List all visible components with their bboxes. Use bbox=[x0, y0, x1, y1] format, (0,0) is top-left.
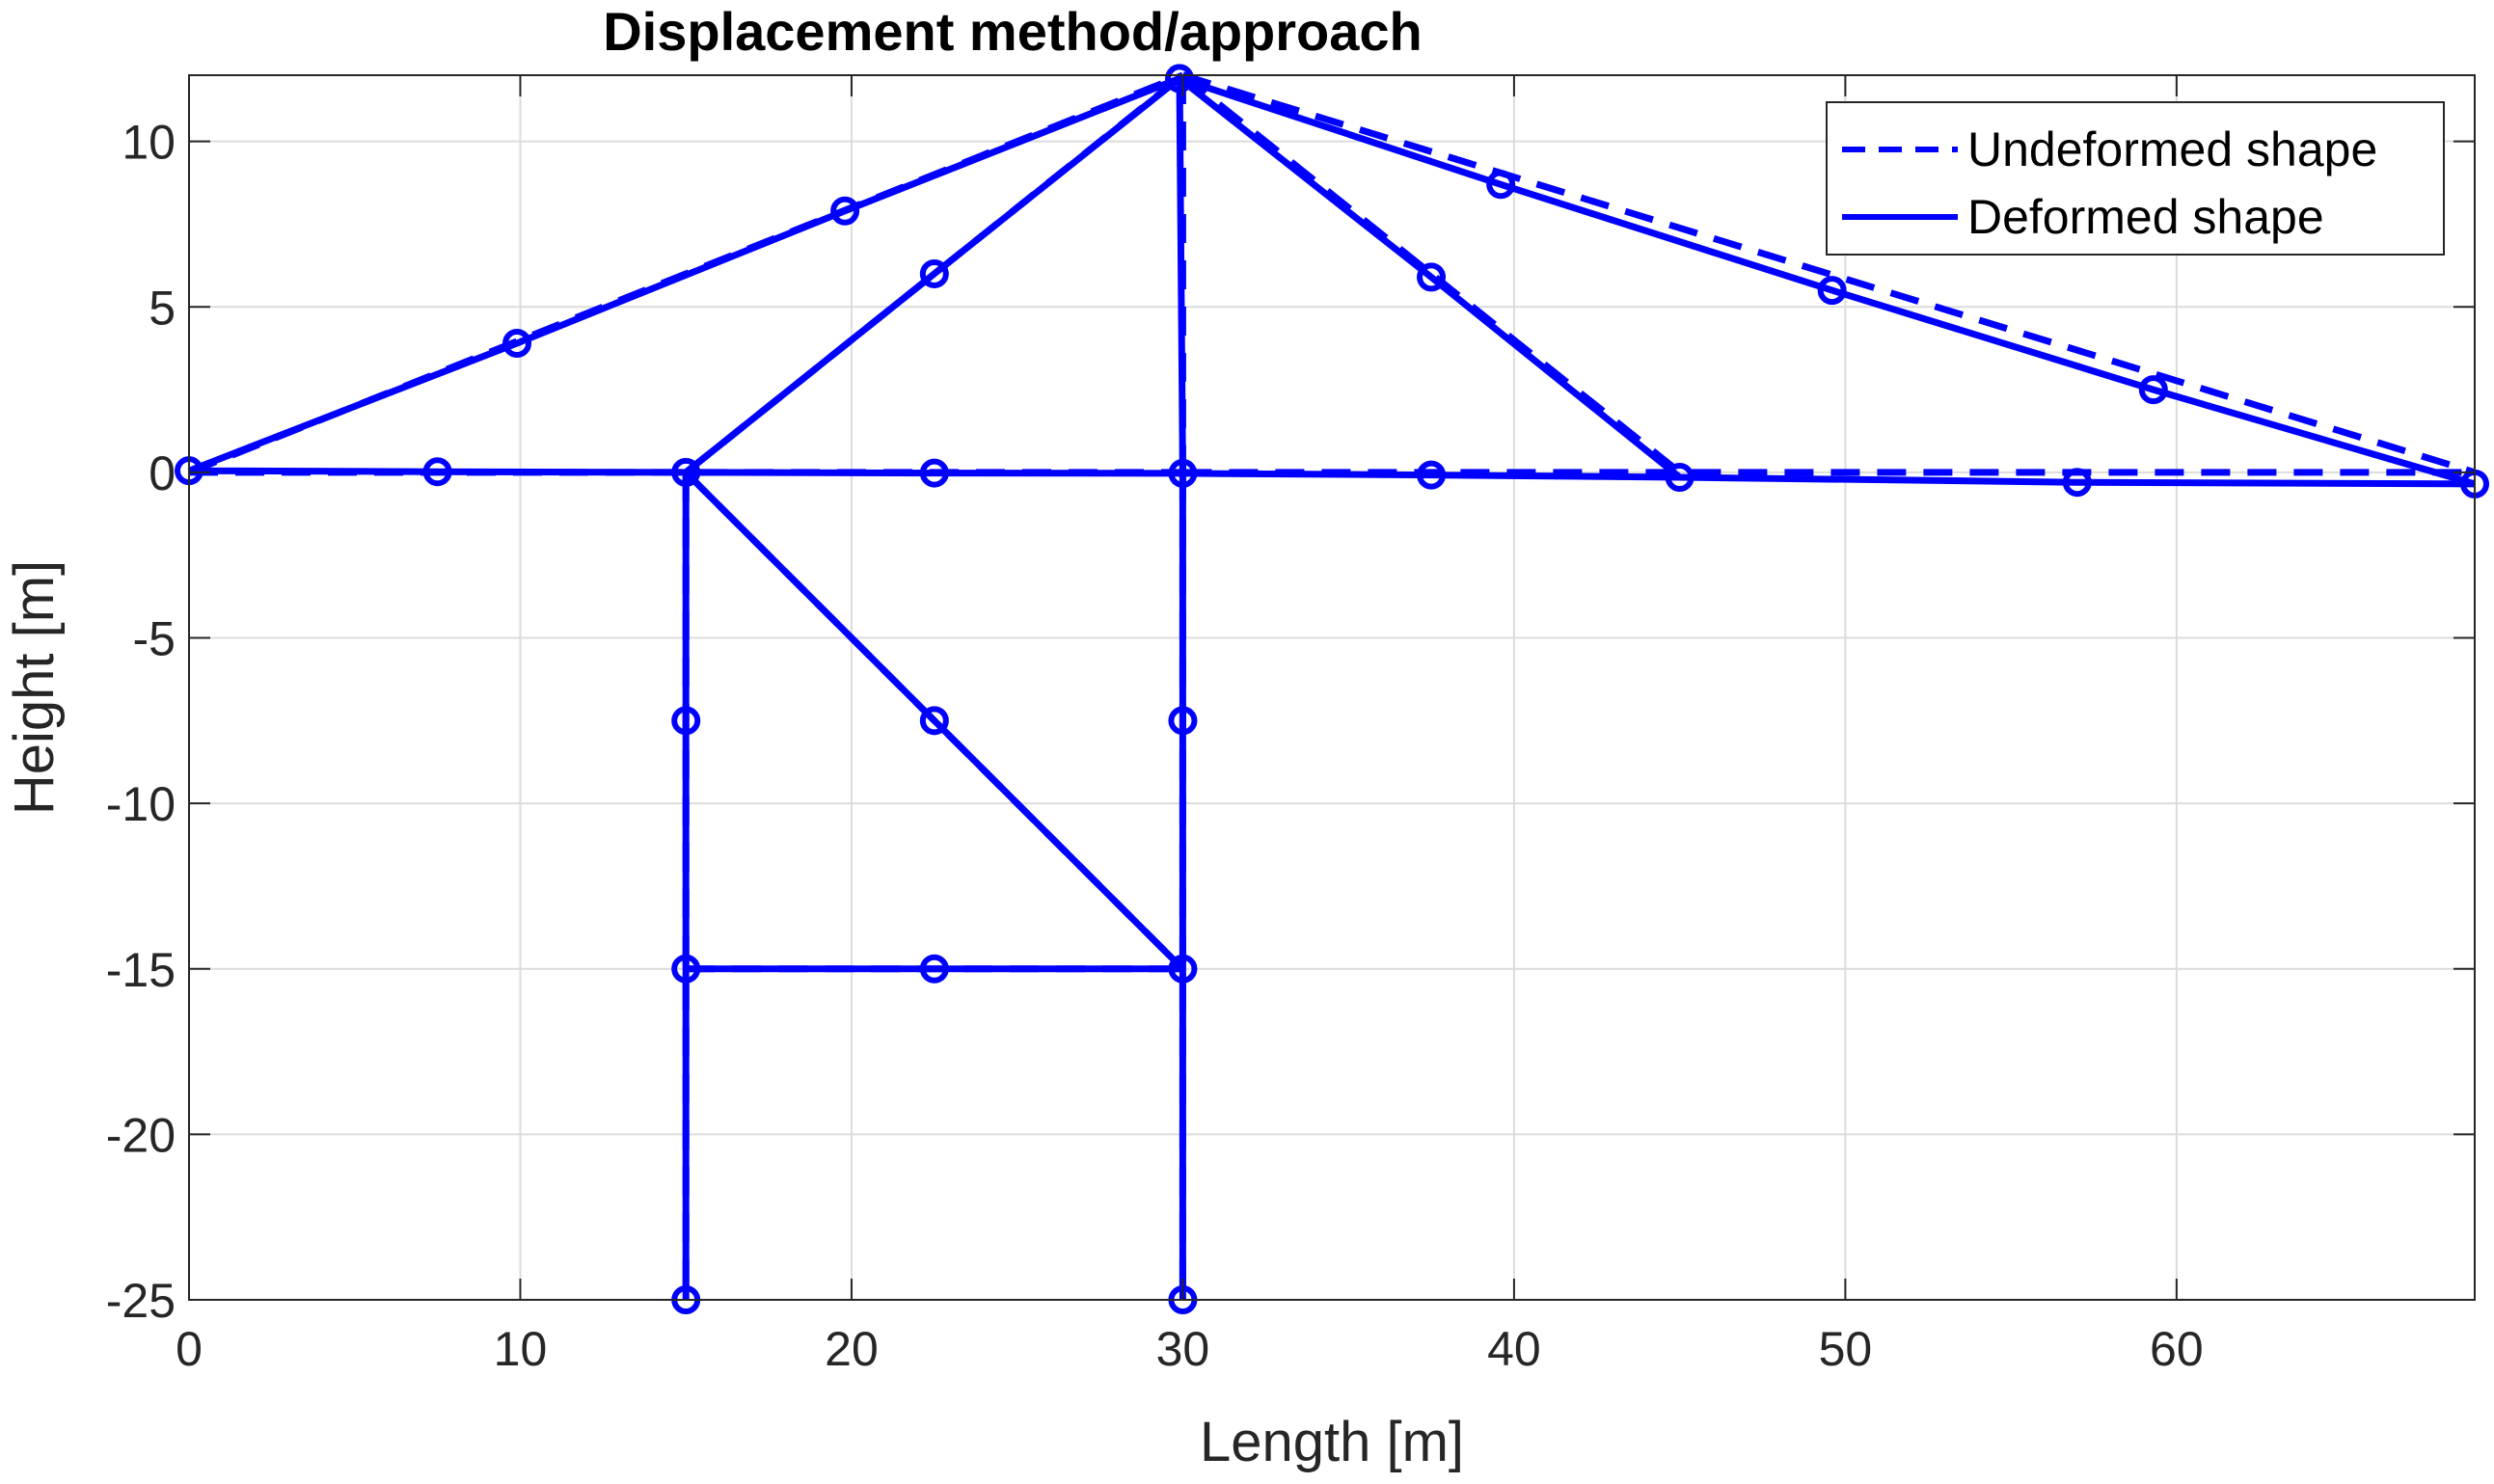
node-marker bbox=[919, 706, 949, 736]
node-marker bbox=[671, 954, 701, 984]
node-marker bbox=[1417, 262, 1447, 292]
legend-undeformed-label: Undeformed shape bbox=[1967, 122, 2377, 176]
node-marker bbox=[422, 457, 452, 487]
deformed-member-line bbox=[187, 74, 2476, 488]
node-marker bbox=[2062, 468, 2092, 498]
node-marker bbox=[1168, 458, 1198, 488]
y-tick-label: 10 bbox=[122, 116, 176, 170]
ticks: 0 10 20 30 40 50 60 -25 -20 -15 -10 -5 0 5 10 bbox=[106, 75, 2475, 1376]
y-tick-label: -15 bbox=[106, 943, 176, 997]
chart-title: Displacement method/approach bbox=[603, 1, 1423, 62]
node-marker bbox=[919, 258, 949, 288]
y-tick-label: 5 bbox=[149, 281, 176, 335]
y-tick-label: -25 bbox=[106, 1274, 176, 1328]
node-marker bbox=[830, 196, 860, 226]
x-tick-label: 30 bbox=[1156, 1322, 1210, 1376]
undeformed-member-line bbox=[1181, 71, 2477, 476]
grid bbox=[188, 75, 2475, 1301]
legend-deformed-label: Deformed shape bbox=[1967, 190, 2324, 244]
series-undeformed bbox=[187, 71, 2477, 1300]
y-tick-label: 0 bbox=[149, 446, 176, 500]
node-marker bbox=[1165, 64, 1194, 94]
x-tick-label: 10 bbox=[494, 1322, 548, 1376]
node-marker bbox=[1168, 706, 1198, 736]
node-marker bbox=[2138, 375, 2168, 405]
deformed-member-line bbox=[1176, 78, 1186, 1300]
node-marker bbox=[1486, 170, 1516, 200]
undeformed-member-line bbox=[1180, 72, 1682, 475]
x-axis-label: Length [m] bbox=[1200, 1411, 1464, 1473]
node-marker bbox=[671, 706, 701, 736]
deformed-member-line bbox=[683, 470, 1185, 972]
y-tick-label: -20 bbox=[106, 1108, 176, 1162]
x-tick-label: 20 bbox=[825, 1322, 879, 1376]
node-marker bbox=[1665, 463, 1694, 493]
node-marker bbox=[1417, 460, 1447, 490]
legend-box bbox=[1826, 101, 2445, 256]
series-layer bbox=[175, 64, 2489, 1314]
node-marker bbox=[919, 458, 949, 488]
x-tick-label: 40 bbox=[1487, 1322, 1541, 1376]
node-marker bbox=[671, 457, 701, 487]
legend: Undeformed shape Deformed shape bbox=[1826, 101, 2445, 256]
y-tick-label: -10 bbox=[106, 777, 176, 831]
node-marker bbox=[1817, 276, 1847, 306]
x-tick-label: 50 bbox=[1819, 1322, 1873, 1376]
node-marker bbox=[502, 329, 532, 359]
node-marker bbox=[919, 954, 949, 984]
y-axis-label: Height [m] bbox=[3, 560, 66, 815]
x-tick-label: 0 bbox=[176, 1322, 203, 1376]
axes-box bbox=[188, 74, 2476, 1301]
y-tick-label: -5 bbox=[133, 612, 176, 666]
node-marker bbox=[1168, 954, 1198, 984]
x-tick-label: 60 bbox=[2150, 1322, 2204, 1376]
